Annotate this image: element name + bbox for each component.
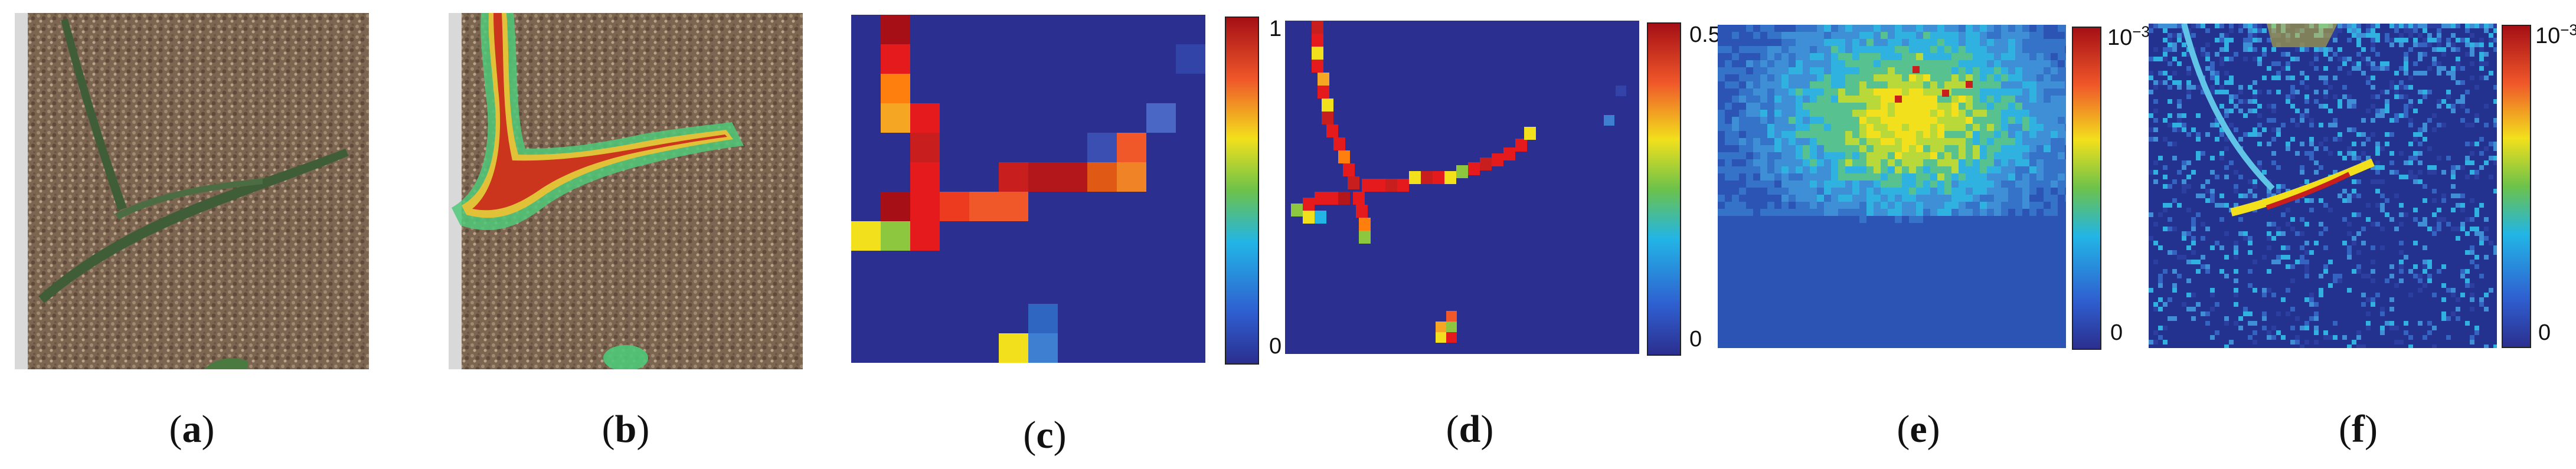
panel-e-colorbar-max: 10−3 [2107,22,2150,50]
panel-d-colorbar-max: 0.5 [1689,22,1721,47]
caption-a: (a) [169,408,215,451]
panel-c-colorbar-max: 1 [1269,17,1282,41]
panel-f-colorbar-min: 0 [2538,320,2551,345]
caption-e: (e) [1897,408,1940,451]
panel-d-heatmap [1285,21,1639,354]
panel-e-heatmap [1718,25,2066,348]
panel-e-colorbar [2072,27,2101,350]
panel-d-colorbar [1647,22,1681,356]
panel-f-colorbar-max: 10−3 [2535,21,2576,48]
panel-c-colorbar [1225,17,1259,365]
panel-f-colorbar [2502,25,2531,348]
panel-f-heatmap [2149,24,2497,348]
panel-d-colorbar-min: 0 [1689,327,1702,352]
caption-d: (d) [1446,408,1494,451]
panel-e-colorbar-min: 0 [2110,320,2123,345]
caption-c: (c) [1023,414,1067,457]
panel-a-photo [15,13,369,369]
caption-f: (f) [2339,408,2378,451]
panel-c-heatmap [851,15,1205,363]
panel-c-colorbar-min: 0 [1269,334,1282,359]
panel-b-photo [449,13,803,369]
caption-b: (b) [601,408,650,451]
